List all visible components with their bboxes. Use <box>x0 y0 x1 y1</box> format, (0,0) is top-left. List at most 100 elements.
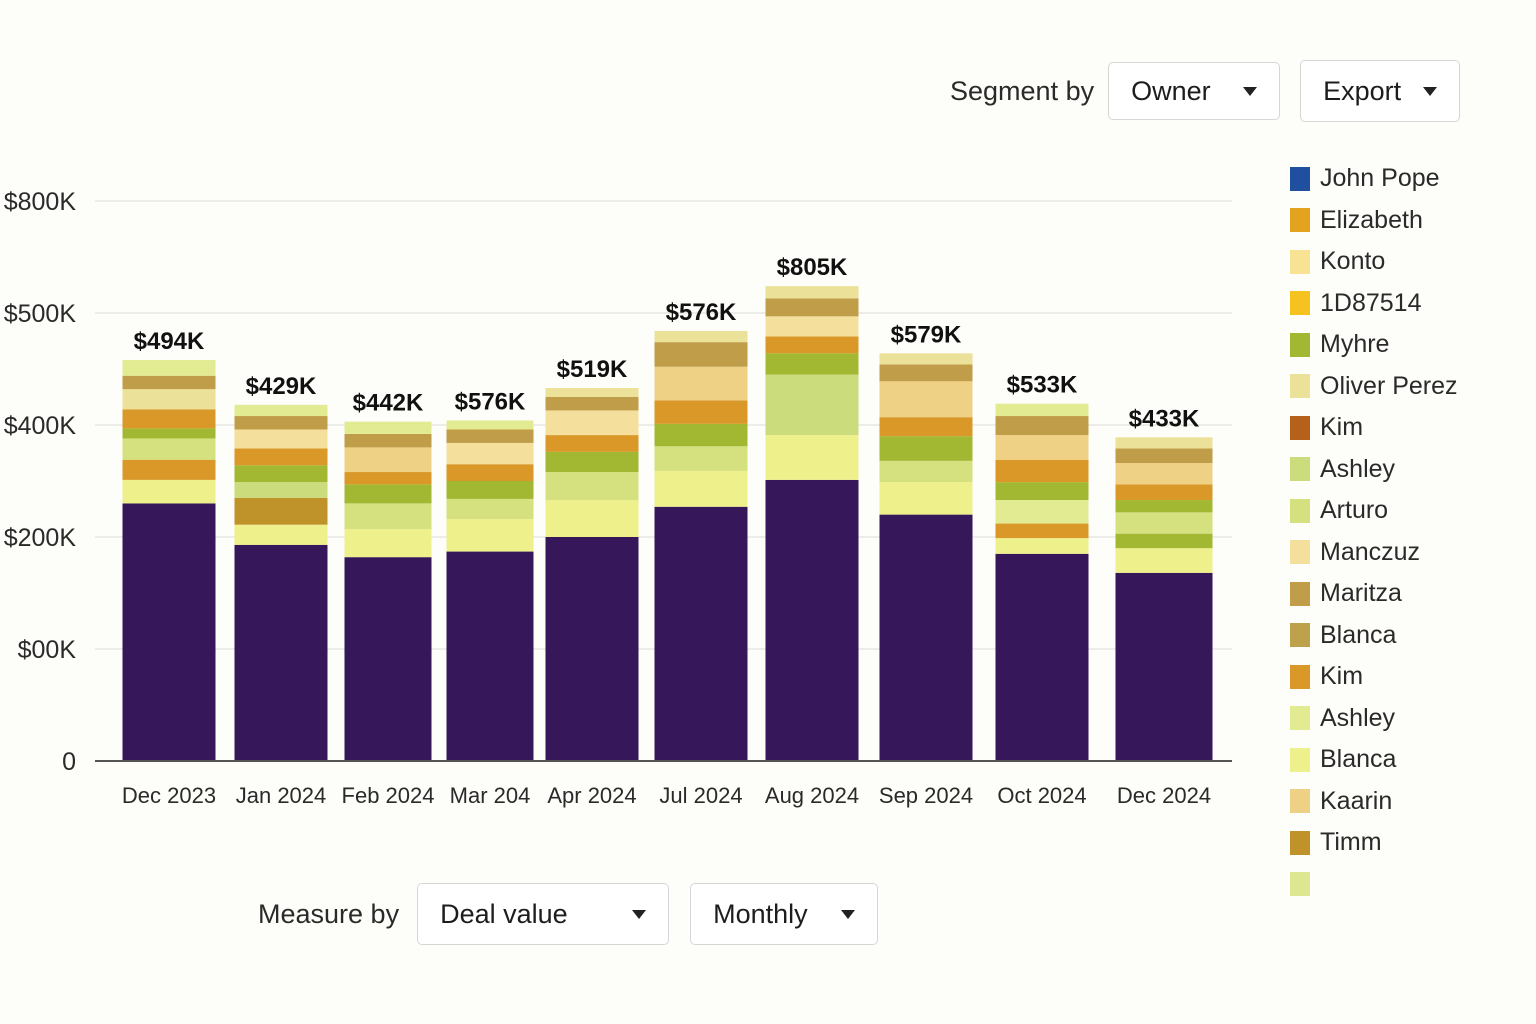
legend-item[interactable]: Maritza <box>1290 573 1458 615</box>
bar-segment[interactable] <box>122 360 216 376</box>
bar-stack[interactable] <box>545 388 639 761</box>
bar-segment[interactable] <box>1115 548 1213 573</box>
bar-segment[interactable] <box>344 557 432 761</box>
legend-item[interactable]: Kim <box>1290 407 1458 449</box>
bar-segment[interactable] <box>545 500 639 537</box>
bar-segment[interactable] <box>995 553 1089 761</box>
bar-segment[interactable] <box>344 484 432 504</box>
bar-segment[interactable] <box>446 481 534 499</box>
bar-segment[interactable] <box>879 482 973 515</box>
legend-item[interactable]: Ashley <box>1290 698 1458 740</box>
bar-segment[interactable] <box>122 438 216 460</box>
legend-item[interactable]: Konto <box>1290 241 1458 283</box>
bar-stack[interactable] <box>446 420 534 761</box>
legend-item[interactable]: Kim <box>1290 656 1458 698</box>
bar-stack[interactable] <box>995 403 1089 761</box>
bar-segment[interactable] <box>446 420 534 430</box>
bar-stack[interactable] <box>122 360 216 761</box>
bar-segment[interactable] <box>995 459 1089 483</box>
bar-segment[interactable] <box>1115 512 1213 534</box>
bar-segment[interactable] <box>545 397 639 411</box>
segment-by-dropdown[interactable]: Owner <box>1108 62 1281 120</box>
bar-segment[interactable] <box>122 409 216 429</box>
period-dropdown[interactable]: Monthly <box>690 883 879 945</box>
bar-segment[interactable] <box>122 375 216 390</box>
bar-segment[interactable] <box>446 551 534 761</box>
bar-segment[interactable] <box>344 472 432 485</box>
bar-segment[interactable] <box>122 389 216 410</box>
bar-segment[interactable] <box>765 435 859 480</box>
bar-segment[interactable] <box>995 403 1089 417</box>
bar-segment[interactable] <box>344 421 432 434</box>
bar-segment[interactable] <box>1115 463 1213 485</box>
bar-segment[interactable] <box>1115 572 1213 761</box>
bar-segment[interactable] <box>654 400 748 424</box>
bar-segment[interactable] <box>879 353 973 365</box>
bar-segment[interactable] <box>234 448 328 466</box>
bar-segment[interactable] <box>879 460 973 483</box>
bar-segment[interactable] <box>545 435 639 452</box>
bar-segment[interactable] <box>654 330 748 343</box>
bar-segment[interactable] <box>1115 533 1213 549</box>
bar-stack[interactable] <box>344 421 432 761</box>
bar-segment[interactable] <box>995 416 1089 436</box>
bar-stack[interactable] <box>1115 437 1213 761</box>
legend-item[interactable]: Blanca <box>1290 615 1458 657</box>
bar-segment[interactable] <box>234 524 328 545</box>
bar-segment[interactable] <box>765 286 859 299</box>
bar-segment[interactable] <box>765 336 859 354</box>
bar-segment[interactable] <box>879 514 973 761</box>
export-button[interactable]: Export <box>1300 60 1461 122</box>
bar-segment[interactable] <box>446 442 534 465</box>
bar-segment[interactable] <box>234 497 328 525</box>
bar-segment[interactable] <box>654 446 748 471</box>
legend-item[interactable]: Blanca <box>1290 739 1458 781</box>
bar-segment[interactable] <box>545 472 639 501</box>
bar-segment[interactable] <box>446 519 534 552</box>
legend-item[interactable]: Kaarin <box>1290 781 1458 823</box>
bar-segment[interactable] <box>765 374 859 436</box>
bar-stack[interactable] <box>879 353 973 761</box>
bar-segment[interactable] <box>446 429 534 443</box>
legend-item[interactable]: Manczuz <box>1290 532 1458 574</box>
bar-segment[interactable] <box>654 366 748 401</box>
bar-segment[interactable] <box>545 388 639 397</box>
measure-by-dropdown[interactable]: Deal value <box>417 883 670 945</box>
bar-segment[interactable] <box>654 506 748 761</box>
bar-segment[interactable] <box>545 410 639 436</box>
bar-segment[interactable] <box>344 433 432 448</box>
bar-segment[interactable] <box>1115 484 1213 501</box>
bar-segment[interactable] <box>765 479 859 761</box>
bar-segment[interactable] <box>545 451 639 473</box>
bar-segment[interactable] <box>446 464 534 481</box>
bar-segment[interactable] <box>879 364 973 382</box>
bar-segment[interactable] <box>654 470 748 507</box>
bar-segment[interactable] <box>234 404 328 417</box>
bar-segment[interactable] <box>234 416 328 430</box>
bar-segment[interactable] <box>654 423 748 447</box>
bar-segment[interactable] <box>765 316 859 337</box>
legend-item[interactable] <box>1290 864 1458 906</box>
bar-segment[interactable] <box>446 498 534 520</box>
bar-segment[interactable] <box>1115 448 1213 464</box>
legend-item[interactable]: Elizabeth <box>1290 200 1458 242</box>
bar-segment[interactable] <box>344 447 432 473</box>
legend-item[interactable]: Timm <box>1290 822 1458 864</box>
bar-segment[interactable] <box>1115 437 1213 449</box>
bar-segment[interactable] <box>879 381 973 418</box>
bar-stack[interactable] <box>654 330 748 761</box>
legend-item[interactable]: John Pope <box>1290 158 1458 200</box>
bar-segment[interactable] <box>234 544 328 761</box>
bar-segment[interactable] <box>122 503 216 761</box>
bar-segment[interactable] <box>654 342 748 367</box>
legend-item[interactable]: Oliver Perez <box>1290 366 1458 408</box>
bar-segment[interactable] <box>765 298 859 317</box>
bar-segment[interactable] <box>234 429 328 449</box>
bar-segment[interactable] <box>879 436 973 461</box>
bar-segment[interactable] <box>765 353 859 375</box>
bar-segment[interactable] <box>995 482 1089 501</box>
bar-segment[interactable] <box>995 538 1089 554</box>
legend-item[interactable]: Arturo <box>1290 490 1458 532</box>
bar-segment[interactable] <box>122 459 216 480</box>
bar-stack[interactable] <box>234 404 328 761</box>
